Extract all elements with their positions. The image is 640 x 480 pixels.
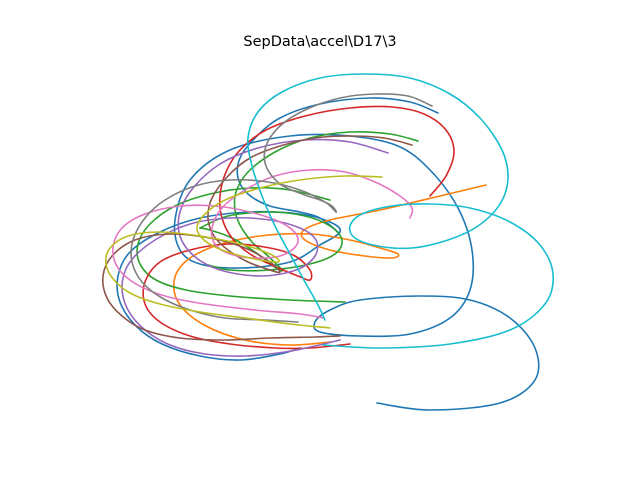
series-line-7 — [121, 138, 389, 357]
series-line-5 — [199, 211, 343, 272]
series-line-0 — [116, 133, 540, 411]
series-line-12 — [246, 73, 554, 349]
series-line-1 — [236, 97, 439, 233]
series-line-10 — [130, 93, 433, 323]
series-line-3 — [199, 131, 419, 272]
series-line-9 — [112, 168, 414, 319]
series-line-6 — [142, 105, 455, 350]
series-line-11 — [105, 175, 383, 329]
chart-title: SepData\accel\D17\3 — [243, 34, 397, 50]
